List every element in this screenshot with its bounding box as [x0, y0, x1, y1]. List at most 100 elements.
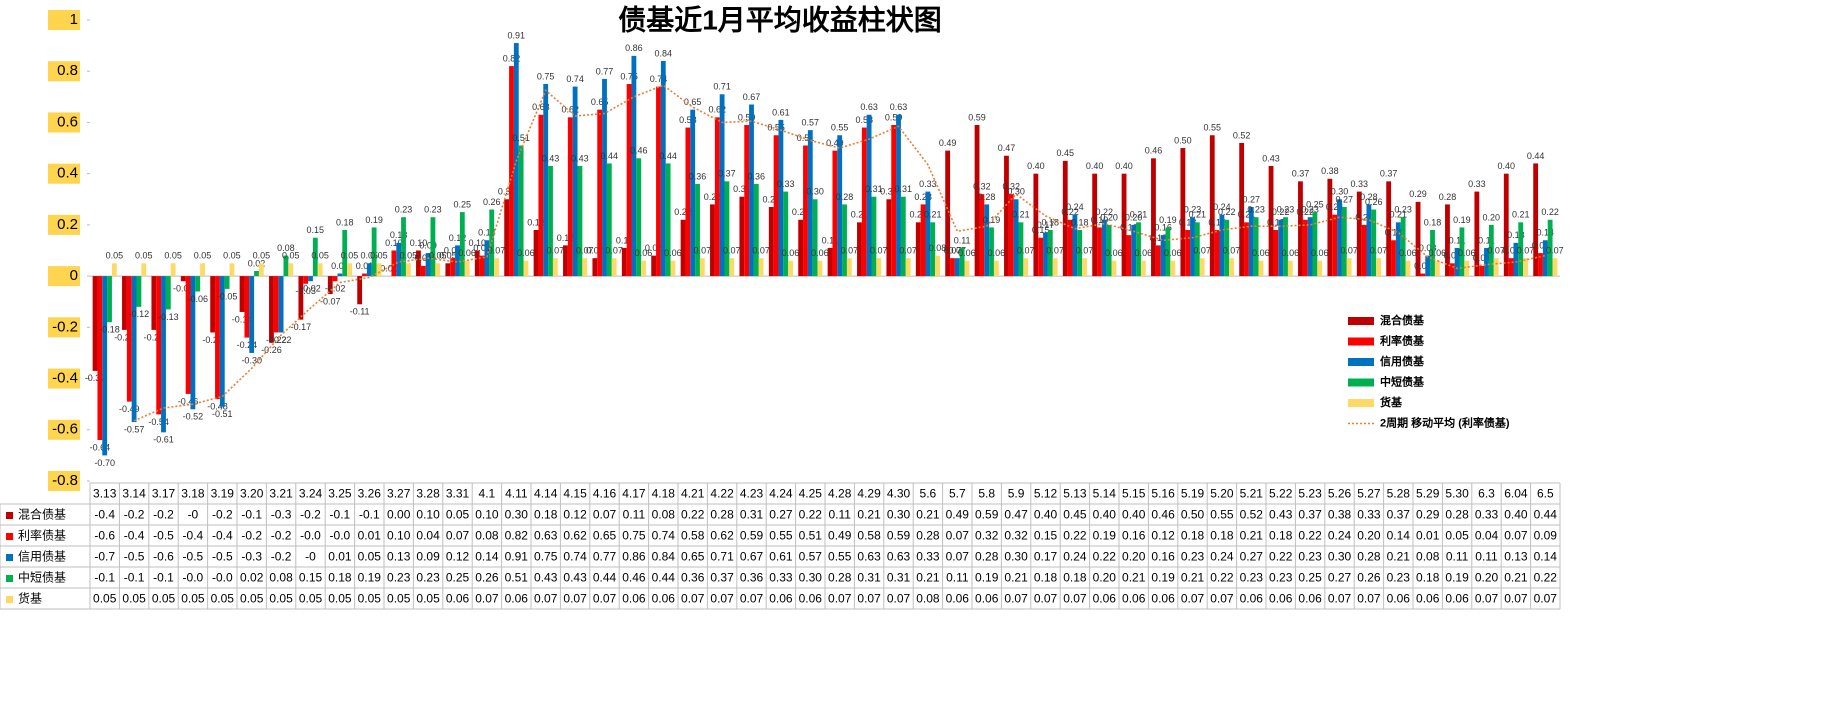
bar [405, 263, 411, 277]
bar [1253, 217, 1259, 277]
bar-value-label: 0.05 [370, 251, 388, 261]
table-cell: -0 [188, 508, 199, 522]
bar [1361, 224, 1367, 277]
table-cell: 0.37 [1298, 508, 1322, 522]
bar-value-label: 0.65 [591, 97, 609, 107]
bar-value-label: 0.08 [1419, 243, 1437, 253]
table-cell: 0.91 [505, 550, 529, 564]
table-cell: 0.01 [358, 529, 382, 543]
table-cell: 0.10 [416, 508, 440, 522]
bar [1023, 258, 1029, 277]
bar [1317, 260, 1323, 277]
table-cell: 0.12 [563, 508, 587, 522]
legend-swatch [1348, 358, 1374, 366]
bar-value-label: 0.33 [919, 179, 937, 189]
bar [420, 265, 426, 277]
table-cell: 0.01 [1416, 529, 1440, 543]
bar [219, 276, 225, 407]
table-cell: 0.13 [387, 550, 411, 564]
bar [611, 258, 617, 277]
x-tick-label: 5.7 [949, 487, 966, 501]
bar-value-label: 0.91 [508, 30, 526, 40]
table-cell: 0.06 [505, 592, 529, 606]
table-cell: 0.21 [1122, 571, 1146, 585]
bar [577, 165, 583, 277]
table-cell: 0.07 [593, 508, 617, 522]
bar [641, 260, 646, 277]
table-cell: 0.20 [1093, 571, 1117, 585]
bar-value-label: 0.05 [439, 251, 457, 261]
bar [1072, 214, 1078, 277]
table-cell: 0.05 [328, 592, 352, 606]
bar-value-label: 0.05 [1444, 251, 1462, 261]
bar [1454, 247, 1460, 277]
legend-label: 混合债基 [1380, 313, 1425, 327]
bar [1151, 158, 1156, 277]
bar-value-label: 0.07 [586, 246, 604, 256]
bar [621, 247, 627, 277]
bar [430, 217, 436, 277]
table-cell: 0.19 [1445, 571, 1469, 585]
table-cell: 0.05 [152, 592, 176, 606]
table-cell: 0.05 [240, 592, 264, 606]
bar-value-label: 0.07 [547, 246, 565, 256]
table-legend-key [6, 512, 13, 519]
table-cell: 0.24 [1063, 550, 1087, 564]
table-cell: -0.2 [241, 529, 262, 543]
table-cell: 0.45 [1063, 508, 1087, 522]
bar [122, 276, 127, 330]
table-cell: 0.07 [828, 592, 852, 606]
table-cell: 0.75 [534, 550, 558, 564]
bar-value-label: 0.43 [571, 153, 589, 163]
x-tick-label: 6.3 [1478, 487, 1495, 501]
bar [1278, 219, 1284, 277]
table-cell: 0.27 [1240, 550, 1264, 564]
bar [552, 258, 558, 277]
table-cell: 0.59 [975, 508, 999, 522]
bar-value-label: 0.27 [1243, 194, 1261, 204]
bar-value-label: 0.37 [1292, 169, 1310, 179]
bar [288, 263, 294, 277]
bar [665, 163, 671, 277]
y-tick-label: 0.6 [57, 113, 78, 130]
bar-value-label: -0.02 [300, 284, 321, 294]
table-cell: 0.07 [446, 529, 470, 543]
bar [729, 258, 735, 277]
bar-value-label: 0.07 [1076, 246, 1094, 256]
bar-value-label: 0.09 [1532, 240, 1550, 250]
x-tick-label: 5.21 [1240, 487, 1264, 501]
bar [788, 260, 793, 277]
bar-value-label: 0.36 [689, 171, 707, 181]
table-cell: -0.0 [300, 529, 321, 543]
x-tick-label: 5.8 [978, 487, 995, 501]
bar [900, 196, 906, 277]
bar-value-label: 0.65 [684, 97, 702, 107]
bar [126, 276, 132, 402]
table-cell: 0.43 [534, 571, 558, 585]
bar [930, 222, 936, 277]
bar [719, 94, 725, 277]
bar-value-label: 0.77 [596, 66, 614, 76]
bar [1248, 206, 1254, 277]
bar [518, 145, 524, 277]
table-cell: 0.06 [769, 592, 793, 606]
bar-value-label: 0.30 [806, 187, 824, 197]
bar [1415, 201, 1421, 277]
bar-value-label: -0.54 [148, 417, 169, 427]
table-cell: -0.3 [241, 550, 262, 564]
table-cell: -0.1 [330, 508, 351, 522]
bar-value-label: 0.07 [949, 246, 967, 256]
bar-value-label: 0.24 [1213, 202, 1231, 212]
table-cell: -0.0 [330, 529, 351, 543]
table-cell: 0.30 [1004, 550, 1028, 564]
bar-value-label: -0.48 [207, 401, 228, 411]
bar [1376, 258, 1381, 277]
table-cell: 0.18 [1269, 529, 1293, 543]
table-cell: 0.44 [593, 571, 617, 585]
table-cell: 0.07 [946, 529, 970, 543]
table-cell: 0.26 [475, 571, 499, 585]
table-cell: 0.07 [1004, 592, 1028, 606]
table-cell: 0.09 [1534, 529, 1558, 543]
bar-value-label: -0.14 [232, 314, 253, 324]
table-cell: 0.21 [857, 508, 881, 522]
